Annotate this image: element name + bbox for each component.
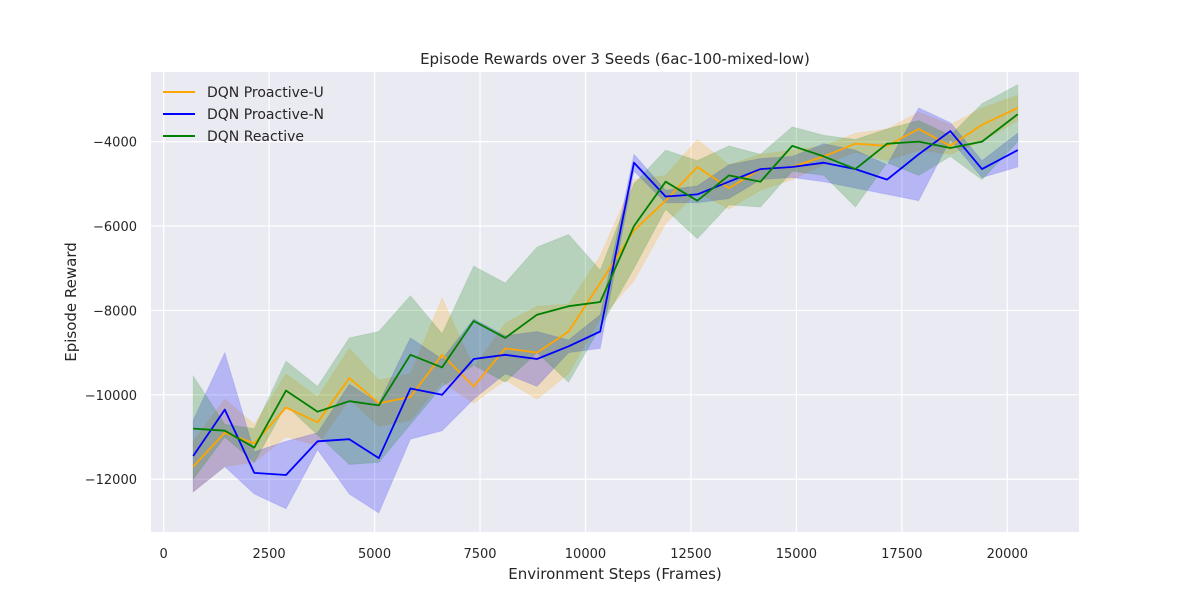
legend-label-2: DQN Proactive-N — [207, 107, 324, 123]
x-tick-labels: 0 2500 5000 7500 10000 12500 15000 17500 20000 — [160, 547, 1028, 562]
x-tick-label: 15000 — [776, 547, 817, 562]
y-tick-label: −8000 — [93, 304, 137, 319]
chart-title: Episode Rewards over 3 Seeds (6ac-100-mi… — [420, 50, 810, 68]
y-tick-label: −10000 — [85, 389, 137, 404]
series-lines — [192, 107, 1019, 476]
x-tick-label: 2500 — [253, 547, 286, 562]
y-tick-label: −6000 — [93, 220, 137, 235]
x-tick-label: 12500 — [670, 547, 711, 562]
grid — [151, 72, 1079, 532]
x-tick-label: 0 — [160, 547, 168, 562]
band-1 — [192, 94, 1019, 493]
x-tick-label: 10000 — [565, 547, 606, 562]
legend-label-1: DQN Proactive-U — [207, 85, 324, 101]
legend: DQN Proactive-U DQN Proactive-N DQN Reacti… — [163, 85, 324, 145]
y-tick-label: −4000 — [93, 136, 137, 151]
y-axis-label: Episode Reward — [62, 242, 80, 362]
band-3 — [192, 83, 1019, 481]
x-tick-label: 7500 — [463, 547, 496, 562]
x-tick-label: 5000 — [358, 547, 391, 562]
series-line-2 — [192, 130, 1019, 476]
y-tick-labels: −12000 −10000 −8000 −6000 −4000 — [85, 136, 137, 489]
x-axis-label: Environment Steps (Frames) — [508, 565, 722, 583]
x-tick-label: 20000 — [987, 547, 1028, 562]
y-tick-label: −12000 — [85, 473, 137, 488]
x-tick-label: 17500 — [881, 547, 922, 562]
legend-label-3: DQN Reactive — [207, 129, 304, 145]
series-line-3 — [193, 113, 1019, 449]
